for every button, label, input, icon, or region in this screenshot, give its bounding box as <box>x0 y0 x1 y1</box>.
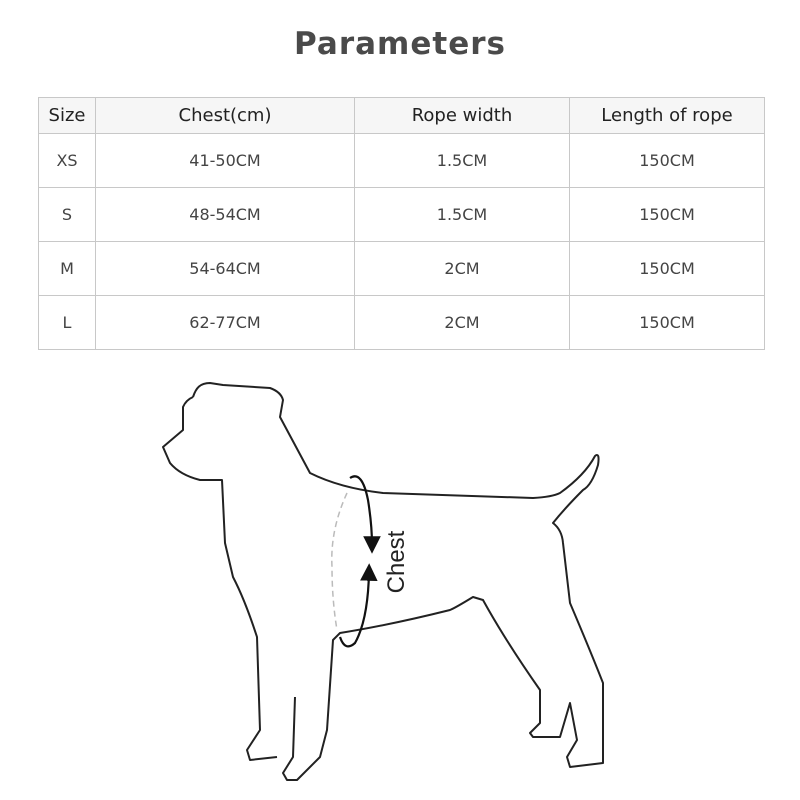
cell-size: L <box>38 295 96 350</box>
header-size: Size <box>38 97 96 134</box>
chest-label: Chest <box>383 530 410 593</box>
cell-rope-width: 1.5CM <box>354 133 570 188</box>
table-row: L 62-77CM 2CM 150CM <box>38 295 765 350</box>
cell-size: S <box>38 187 96 242</box>
table-row: XS 41-50CM 1.5CM 150CM <box>38 133 765 188</box>
header-rope-length: Length of rope <box>569 97 765 134</box>
table-row: M 54-64CM 2CM 150CM <box>38 241 765 296</box>
size-table: Size Chest(cm) Rope width Length of rope… <box>38 97 765 350</box>
page-title: Parameters <box>294 26 506 62</box>
cell-chest: 62-77CM <box>95 295 355 350</box>
arrow-down-icon <box>349 475 381 554</box>
arrow-up-icon <box>338 563 378 648</box>
cell-rope-length: 150CM <box>569 187 765 242</box>
cell-rope-length: 150CM <box>569 295 765 350</box>
dog-outline <box>162 382 604 781</box>
cell-rope-length: 150CM <box>569 133 765 188</box>
table-header-row: Size Chest(cm) Rope width Length of rope <box>38 97 765 134</box>
cell-chest: 54-64CM <box>95 241 355 296</box>
cell-rope-width: 2CM <box>354 295 570 350</box>
chest-circumference-dashed-line <box>331 492 348 631</box>
cell-chest: 41-50CM <box>95 133 355 188</box>
header-chest: Chest(cm) <box>95 97 355 134</box>
cell-size: XS <box>38 133 96 188</box>
header-rope-width: Rope width <box>354 97 570 134</box>
cell-rope-width: 2CM <box>354 241 570 296</box>
cell-chest: 48-54CM <box>95 187 355 242</box>
cell-size: M <box>38 241 96 296</box>
